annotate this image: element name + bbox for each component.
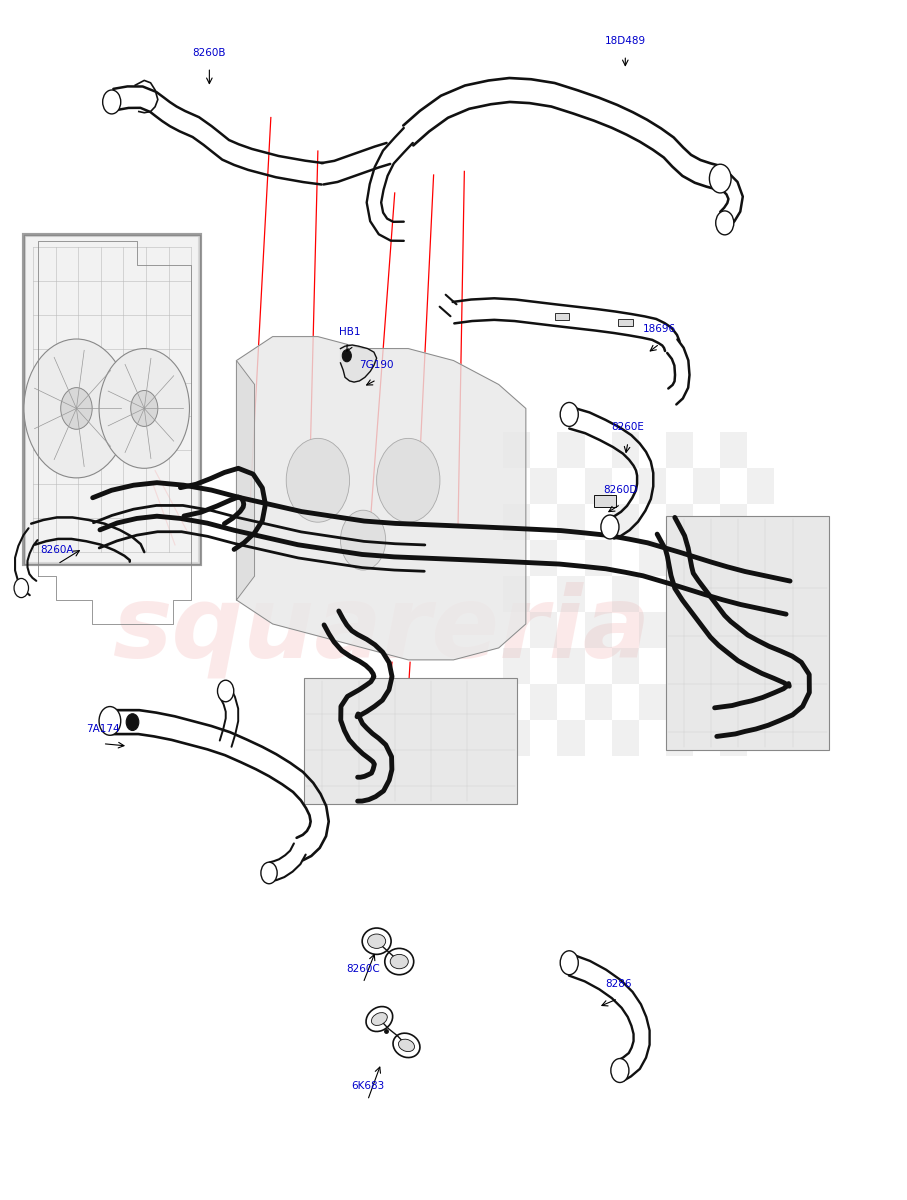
Bar bbox=[666, 720, 693, 756]
Bar bbox=[531, 540, 558, 576]
Circle shape bbox=[342, 349, 351, 361]
Bar bbox=[693, 612, 720, 648]
Bar bbox=[531, 468, 558, 504]
Bar bbox=[747, 540, 775, 576]
Bar bbox=[24, 235, 200, 564]
Circle shape bbox=[218, 680, 234, 702]
Bar bbox=[558, 576, 585, 612]
Text: HB1: HB1 bbox=[338, 326, 360, 337]
Text: 8286: 8286 bbox=[605, 979, 631, 989]
Bar bbox=[611, 576, 639, 612]
Circle shape bbox=[716, 211, 734, 235]
Text: 18696: 18696 bbox=[643, 324, 677, 335]
Bar bbox=[666, 516, 829, 750]
Ellipse shape bbox=[371, 1013, 387, 1026]
Bar bbox=[693, 540, 720, 576]
Circle shape bbox=[709, 164, 731, 193]
Circle shape bbox=[601, 515, 619, 539]
Text: 8260E: 8260E bbox=[611, 422, 645, 432]
Text: 7G190: 7G190 bbox=[359, 360, 394, 370]
Circle shape bbox=[610, 1058, 629, 1082]
Bar bbox=[639, 684, 666, 720]
Circle shape bbox=[561, 402, 579, 426]
Ellipse shape bbox=[398, 1039, 414, 1051]
Polygon shape bbox=[237, 337, 526, 660]
Text: 8260D: 8260D bbox=[603, 485, 638, 494]
Circle shape bbox=[61, 388, 93, 430]
Bar bbox=[747, 468, 775, 504]
Bar bbox=[558, 720, 585, 756]
Polygon shape bbox=[237, 360, 255, 600]
Circle shape bbox=[99, 707, 121, 736]
Bar bbox=[503, 576, 531, 612]
Bar bbox=[611, 432, 639, 468]
Bar bbox=[558, 504, 585, 540]
Circle shape bbox=[287, 438, 349, 522]
Circle shape bbox=[261, 862, 278, 883]
Text: squareria: squareria bbox=[112, 582, 650, 678]
Bar bbox=[558, 432, 585, 468]
Bar bbox=[611, 720, 639, 756]
Bar bbox=[503, 720, 531, 756]
Bar bbox=[618, 319, 632, 326]
Ellipse shape bbox=[362, 928, 391, 954]
Text: 18D489: 18D489 bbox=[605, 36, 646, 46]
Bar bbox=[594, 494, 616, 506]
Circle shape bbox=[131, 390, 158, 426]
Bar bbox=[666, 576, 693, 612]
Bar bbox=[720, 432, 747, 468]
Bar bbox=[720, 504, 747, 540]
Bar bbox=[503, 432, 531, 468]
Bar bbox=[639, 612, 666, 648]
Bar bbox=[24, 235, 200, 564]
Text: 8260A: 8260A bbox=[41, 545, 74, 554]
Bar bbox=[720, 576, 747, 612]
Ellipse shape bbox=[367, 934, 385, 948]
Circle shape bbox=[376, 438, 440, 522]
Bar bbox=[747, 684, 775, 720]
Bar bbox=[503, 504, 531, 540]
Bar bbox=[720, 720, 747, 756]
Bar bbox=[555, 313, 570, 320]
Text: 6K683: 6K683 bbox=[351, 1081, 385, 1091]
Circle shape bbox=[14, 578, 28, 598]
Bar bbox=[611, 504, 639, 540]
Circle shape bbox=[340, 510, 385, 570]
Circle shape bbox=[102, 90, 121, 114]
Bar bbox=[693, 684, 720, 720]
Ellipse shape bbox=[390, 954, 408, 968]
Bar bbox=[639, 468, 666, 504]
Bar bbox=[611, 648, 639, 684]
Bar bbox=[305, 678, 517, 804]
Bar bbox=[558, 648, 585, 684]
Bar bbox=[585, 540, 611, 576]
Text: 8260B: 8260B bbox=[192, 48, 226, 58]
Bar bbox=[666, 432, 693, 468]
Circle shape bbox=[561, 950, 579, 974]
Ellipse shape bbox=[366, 1007, 393, 1032]
Bar bbox=[531, 684, 558, 720]
Polygon shape bbox=[340, 344, 376, 382]
Circle shape bbox=[126, 714, 139, 731]
Bar bbox=[747, 612, 775, 648]
Circle shape bbox=[99, 348, 190, 468]
Ellipse shape bbox=[393, 1033, 420, 1057]
Ellipse shape bbox=[385, 948, 414, 974]
Bar bbox=[639, 540, 666, 576]
Text: 8260C: 8260C bbox=[346, 964, 380, 973]
Bar bbox=[666, 648, 693, 684]
Bar bbox=[720, 648, 747, 684]
Bar bbox=[503, 648, 531, 684]
Bar bbox=[693, 468, 720, 504]
Text: 7A174: 7A174 bbox=[86, 724, 120, 734]
Circle shape bbox=[24, 340, 129, 478]
Bar bbox=[531, 612, 558, 648]
Bar bbox=[666, 504, 693, 540]
Bar bbox=[585, 684, 611, 720]
Bar bbox=[585, 468, 611, 504]
Bar bbox=[585, 612, 611, 648]
